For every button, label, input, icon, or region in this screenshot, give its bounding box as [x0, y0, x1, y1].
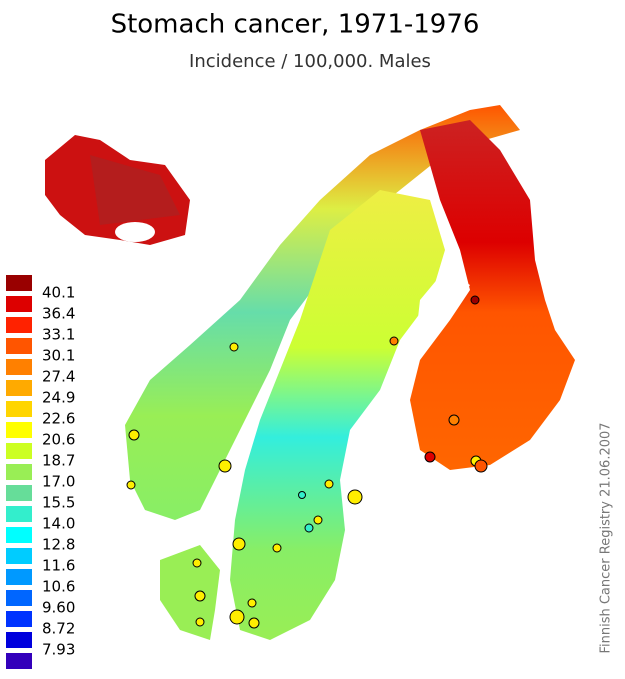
legend-swatch [6, 632, 32, 648]
legend-label: 24.9 [42, 389, 75, 407]
legend-swatch [6, 317, 32, 333]
legend-label: 8.72 [42, 620, 75, 638]
norway [125, 105, 520, 520]
sweden [230, 190, 445, 640]
legend-swatch [6, 590, 32, 606]
legend-label: 33.1 [42, 326, 75, 344]
gulf-of-bothnia [415, 270, 470, 345]
legend-label: 9.60 [42, 599, 75, 617]
legend-label: 11.6 [42, 557, 75, 575]
legend-label: 10.6 [42, 578, 75, 596]
legend-swatch [6, 506, 32, 522]
legend-swatch [6, 275, 32, 291]
legend-label: 36.4 [42, 305, 75, 323]
legend-swatch [6, 548, 32, 564]
legend-swatch [6, 296, 32, 312]
legend-swatch [6, 527, 32, 543]
subtitle: Incidence / 100,000. Males [189, 51, 431, 72]
legend-swatch [6, 338, 32, 354]
legend-label: 18.7 [42, 452, 75, 470]
legend-label: 14.0 [42, 515, 75, 533]
legend-swatch [6, 485, 32, 501]
legend-label: 22.6 [42, 410, 75, 428]
legend-swatch [6, 653, 32, 669]
legend-label: 15.5 [42, 494, 75, 512]
title: Stomach cancer, 1971-1976 [111, 10, 480, 40]
legend-label: 20.6 [42, 431, 75, 449]
map [45, 105, 575, 640]
city-markers [126, 295, 488, 629]
legend-label: 7.93 [42, 641, 75, 659]
legend-swatch [6, 380, 32, 396]
legend-label: 30.1 [42, 347, 75, 365]
legend-swatch [6, 611, 32, 627]
legend-swatch [6, 464, 32, 480]
iceland-interior [90, 155, 180, 225]
legend-swatch [6, 443, 32, 459]
legend-label: 27.4 [42, 368, 75, 386]
legend-swatch [6, 401, 32, 417]
glacier [115, 222, 155, 242]
denmark [160, 545, 220, 640]
legend-swatch [6, 569, 32, 585]
finland [410, 120, 575, 470]
credit: Finnish Cancer Registry 21.06.2007 [599, 422, 614, 653]
legend-swatch [6, 359, 32, 375]
legend-label: 17.0 [42, 473, 75, 491]
legend: 40.1 36.4 33.1 30.1 27.4 24.9 22.6 20.6 18.7 17.0… [6, 275, 75, 669]
legend-swatch [6, 422, 32, 438]
legend-label: 12.8 [42, 536, 75, 554]
legend-label: 40.1 [42, 284, 75, 302]
